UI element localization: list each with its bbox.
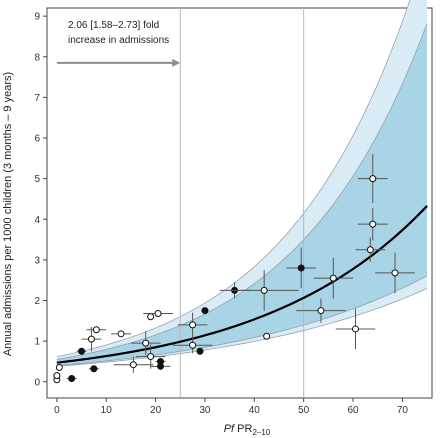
open-marker bbox=[369, 220, 377, 228]
x-tick-label: 10 bbox=[101, 405, 113, 416]
x-axis-title-main: PR bbox=[234, 423, 252, 435]
x-tick-label: 30 bbox=[199, 405, 211, 416]
data-point-19 bbox=[196, 347, 204, 355]
data-point-5 bbox=[76, 347, 87, 355]
open-marker bbox=[117, 330, 125, 338]
data-point-12 bbox=[135, 344, 166, 369]
x-axis-title: Pf PR2–10 bbox=[224, 423, 271, 437]
open-marker bbox=[55, 364, 63, 372]
data-point-7 bbox=[88, 365, 99, 373]
open-marker bbox=[147, 353, 155, 361]
outer-band-upper-edge bbox=[56, 0, 411, 357]
data-point-31 bbox=[375, 252, 415, 294]
data-point-23 bbox=[263, 332, 271, 340]
x-tick-label: 40 bbox=[249, 405, 261, 416]
data-point-18 bbox=[177, 312, 208, 338]
y-tick-label: 6 bbox=[34, 134, 40, 145]
inner-band-upper-edge bbox=[56, 23, 428, 360]
annotation-arrow-head bbox=[172, 58, 181, 67]
data-point-28 bbox=[357, 154, 388, 203]
data-point-3 bbox=[55, 364, 63, 372]
y-tick-label: 7 bbox=[34, 93, 40, 104]
open-marker bbox=[329, 274, 337, 282]
data-point-13 bbox=[147, 313, 155, 321]
x-tick-label: 20 bbox=[150, 405, 162, 416]
fit-line bbox=[56, 205, 428, 364]
data-point-8 bbox=[86, 326, 107, 334]
open-marker bbox=[369, 175, 377, 183]
data-point-15 bbox=[155, 357, 166, 365]
data-point-29 bbox=[357, 207, 388, 241]
y-tick-label: 0 bbox=[34, 377, 40, 388]
annotation-line-1: 2.06 [1.58–2.73] fold bbox=[68, 20, 159, 31]
y-tick-label: 3 bbox=[34, 255, 40, 266]
data-point-17 bbox=[172, 337, 213, 354]
inner-band-lower-edge bbox=[56, 275, 428, 366]
data-point-2 bbox=[53, 372, 61, 380]
data-point-27 bbox=[335, 308, 376, 350]
open-marker bbox=[366, 246, 374, 254]
open-marker bbox=[129, 361, 137, 369]
open-marker bbox=[53, 372, 61, 380]
data-point-16 bbox=[150, 362, 171, 370]
open-marker bbox=[317, 307, 325, 315]
data-point-14 bbox=[143, 310, 173, 317]
open-marker bbox=[87, 335, 95, 343]
open-marker bbox=[92, 326, 100, 334]
data-point-11 bbox=[130, 330, 161, 356]
y-tick-label: 2 bbox=[34, 296, 40, 307]
outer-band-lower-edge bbox=[56, 288, 428, 367]
y-tick-label: 1 bbox=[34, 337, 40, 348]
y-axis-title: Annual admissions per 1000 children (3 m… bbox=[2, 72, 14, 356]
filled-marker bbox=[90, 365, 98, 373]
x-tick-label: 70 bbox=[397, 405, 409, 416]
filled-marker bbox=[196, 347, 204, 355]
open-marker bbox=[351, 325, 359, 333]
open-marker bbox=[189, 341, 197, 349]
data-point-30 bbox=[355, 237, 386, 262]
annotation-line-2: increase in admissions bbox=[68, 35, 169, 46]
plot-area bbox=[46, 0, 433, 399]
x-tick-label: 50 bbox=[298, 405, 310, 416]
filled-marker bbox=[68, 375, 76, 382]
filled-marker bbox=[201, 307, 209, 315]
data-point-25 bbox=[296, 298, 346, 323]
data-point-20 bbox=[201, 307, 209, 315]
filled-marker bbox=[297, 264, 305, 272]
filled-marker bbox=[78, 347, 86, 355]
y-axis: 0 1 2 3 4 5 6 7 8 9 bbox=[34, 12, 47, 388]
data-point-24 bbox=[286, 247, 317, 289]
data-point-10 bbox=[113, 356, 154, 373]
y-tick-label: 5 bbox=[34, 174, 40, 185]
x-axis: 0 10 20 30 40 50 60 70 bbox=[54, 398, 408, 416]
x-axis-title-italic: Pf bbox=[224, 423, 235, 435]
filled-marker bbox=[157, 362, 165, 370]
y-tick-label: 9 bbox=[34, 12, 40, 23]
open-marker bbox=[189, 321, 197, 329]
open-marker bbox=[391, 269, 399, 277]
x-axis-title-subscript: 2–10 bbox=[252, 428, 270, 437]
x-tick-label: 0 bbox=[54, 405, 60, 416]
data-point-4 bbox=[66, 375, 77, 382]
x-tick-label: 60 bbox=[347, 405, 359, 416]
y-tick-label: 8 bbox=[34, 52, 40, 63]
open-marker bbox=[147, 313, 155, 321]
open-marker bbox=[260, 286, 268, 294]
open-marker bbox=[263, 332, 271, 340]
open-marker bbox=[154, 310, 162, 317]
data-point-26 bbox=[313, 257, 354, 299]
data-point-9 bbox=[111, 330, 131, 338]
y-tick-label: 4 bbox=[34, 215, 40, 226]
open-marker bbox=[142, 339, 150, 347]
data-point-6 bbox=[81, 326, 102, 352]
data-point-22 bbox=[229, 270, 299, 311]
